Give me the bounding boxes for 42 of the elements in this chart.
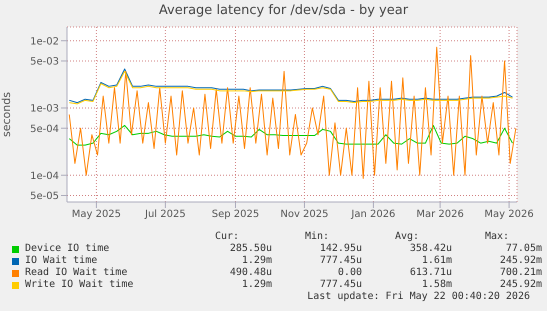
text: 245.92m xyxy=(498,255,542,267)
text: 77.05m xyxy=(504,243,542,255)
text: 0.00 xyxy=(336,267,362,279)
text: Min: xyxy=(304,231,330,243)
x-tick-label: Jul 2025 xyxy=(144,209,186,220)
text: Avg: xyxy=(394,231,420,243)
x-tick-label: Sep 2025 xyxy=(212,209,260,220)
y-tick-label: 5e-05 xyxy=(30,191,59,202)
y-tick-label: 5e-04 xyxy=(30,124,59,135)
text: Max: xyxy=(484,231,510,243)
y-tick-label: 1e-03 xyxy=(30,104,59,115)
y-tick-label: 5e-03 xyxy=(30,56,59,68)
legend-label: IO Wait time xyxy=(25,255,98,267)
text: 777.45u xyxy=(318,255,362,267)
text: 285.50u xyxy=(228,243,272,255)
text: 490.48u xyxy=(228,267,272,279)
legend-label: Write IO Wait time xyxy=(25,279,134,291)
legend-label: Device IO time xyxy=(25,243,110,255)
text: 358.42u xyxy=(408,243,452,255)
line-series xyxy=(68,46,516,179)
x-tick-label: Nov 2025 xyxy=(280,209,329,220)
x-tick-label: Mar 2026 xyxy=(416,209,464,220)
y-tick-label: 1e-02 xyxy=(30,36,59,48)
x-tick-label: Jan 2026 xyxy=(350,209,396,220)
text: 142.95u xyxy=(318,243,362,255)
x-tick-label: May 2025 xyxy=(72,209,122,220)
text: 1.58m xyxy=(420,279,452,291)
legend-label: Read IO Wait time xyxy=(25,267,128,279)
text: 613.71u xyxy=(408,267,452,279)
text: 245.92m xyxy=(498,279,542,291)
text: 1.29m xyxy=(240,255,272,267)
text: 1.29m xyxy=(240,279,272,291)
y-axis-title: seconds xyxy=(0,92,13,137)
line-series xyxy=(68,124,513,146)
y-tick-label: 1e-04 xyxy=(30,170,59,182)
text: Last update: Fri May 22 00:40:20 2026 xyxy=(306,291,530,303)
text: 1.61m xyxy=(420,255,452,267)
x-tick-label: May 2026 xyxy=(484,209,534,220)
chart-title: Average latency for /dev/sda - by year xyxy=(158,2,410,20)
text: Cur: xyxy=(214,231,240,243)
text: 700.21m xyxy=(498,267,542,279)
text: 777.45u xyxy=(318,279,362,291)
